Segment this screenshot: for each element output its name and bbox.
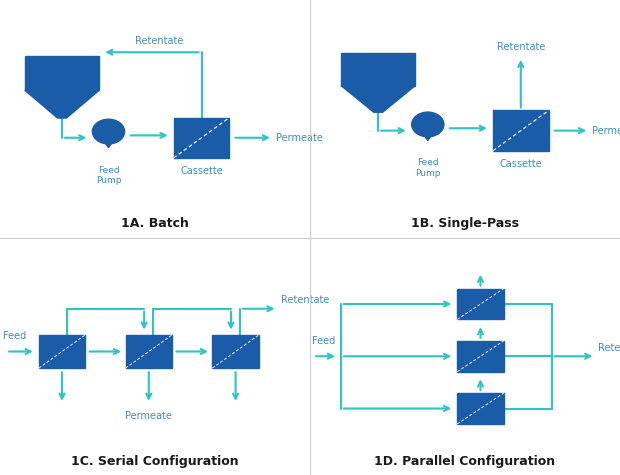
Polygon shape (25, 90, 99, 118)
Text: 1A. Batch: 1A. Batch (121, 218, 189, 230)
Text: Cassette: Cassette (180, 166, 223, 176)
Polygon shape (25, 57, 99, 90)
Polygon shape (341, 86, 415, 112)
Polygon shape (419, 128, 436, 141)
Text: 1C. Serial Configuration: 1C. Serial Configuration (71, 455, 239, 468)
Polygon shape (100, 135, 117, 148)
Text: 1D. Parallel Configuration: 1D. Parallel Configuration (374, 455, 556, 468)
Text: 1B. Single-Pass: 1B. Single-Pass (411, 218, 519, 230)
Bar (458, 341, 503, 371)
Text: Feed: Feed (3, 331, 26, 341)
Bar (458, 393, 503, 424)
Text: Retentate: Retentate (598, 342, 620, 352)
Text: Cassette: Cassette (500, 159, 542, 169)
Text: Feed
Tank: Feed Tank (48, 31, 76, 54)
Text: Feed
Pump: Feed Pump (415, 159, 441, 178)
Circle shape (412, 112, 444, 137)
Circle shape (92, 119, 125, 144)
Bar (458, 288, 503, 319)
Text: Retentate: Retentate (280, 295, 329, 305)
Bar (125, 335, 172, 368)
Bar (493, 111, 549, 151)
Text: Feed
Tank: Feed Tank (364, 28, 392, 51)
Bar (38, 335, 86, 368)
Text: Permeate: Permeate (276, 133, 323, 143)
Text: Permeate: Permeate (125, 411, 172, 421)
Bar (174, 118, 229, 158)
Text: Retentate: Retentate (135, 36, 184, 47)
Text: Retentate: Retentate (497, 42, 545, 52)
Text: Feed: Feed (312, 335, 335, 346)
Polygon shape (341, 53, 415, 86)
Text: Feed
Pump: Feed Pump (95, 166, 122, 185)
Bar (212, 335, 259, 368)
Text: Permeate: Permeate (592, 125, 620, 136)
